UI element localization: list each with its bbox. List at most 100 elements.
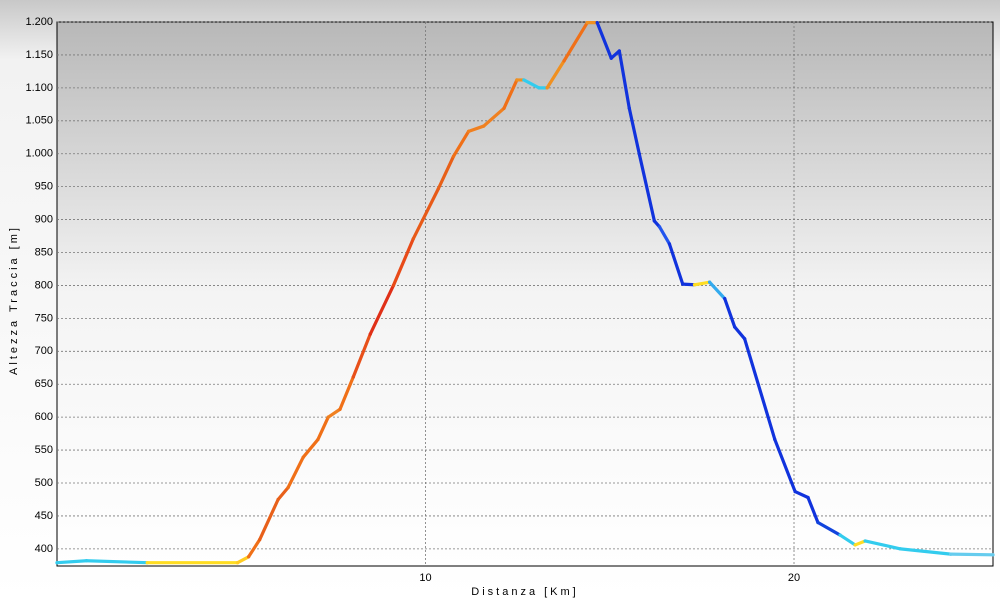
line-segment	[838, 533, 857, 547]
line-segment	[338, 375, 355, 411]
point	[585, 21, 589, 25]
line-segment	[502, 78, 519, 110]
line-segment	[617, 49, 631, 110]
point	[806, 495, 810, 500]
point	[391, 283, 396, 288]
point	[55, 561, 59, 565]
point	[838, 533, 842, 537]
line-segment	[773, 437, 797, 494]
line-segment	[436, 154, 456, 191]
point	[617, 49, 621, 53]
point	[316, 437, 320, 442]
point	[545, 86, 549, 90]
line-segment	[816, 520, 842, 537]
line-segment	[391, 237, 415, 288]
point	[467, 129, 471, 133]
y-tick-label: 1.050	[25, 115, 53, 127]
line-segment	[482, 106, 506, 128]
point	[692, 283, 697, 287]
point	[338, 407, 342, 411]
point	[853, 543, 857, 547]
y-tick-label: 950	[35, 181, 53, 193]
point	[863, 539, 867, 543]
line-segment	[316, 415, 330, 442]
point	[667, 242, 672, 246]
line-segment	[562, 21, 589, 63]
x-axis-title: Distanza [Km]	[471, 586, 578, 598]
line-segment	[276, 486, 290, 502]
point	[368, 332, 372, 336]
line-segment	[247, 538, 262, 559]
point	[145, 561, 149, 565]
line-segment	[258, 497, 280, 542]
point	[522, 78, 526, 82]
line-segment	[667, 242, 685, 286]
plot-area	[56, 21, 994, 567]
point	[235, 561, 240, 565]
line-segment	[286, 455, 305, 490]
line-segment	[84, 559, 149, 565]
point	[436, 187, 441, 191]
line-segment	[368, 283, 396, 336]
line-segment	[522, 78, 541, 90]
y-tick-label: 1.200	[25, 16, 53, 28]
point	[562, 59, 566, 63]
y-tick-label: 400	[35, 543, 53, 555]
line-segment	[723, 297, 737, 329]
y-axis-title: Altezza Traccia [m]	[8, 225, 20, 375]
x-tick-label: 20	[788, 572, 800, 584]
point	[708, 280, 712, 284]
point	[898, 547, 903, 551]
point	[84, 559, 89, 563]
y-tick-label: 700	[35, 345, 53, 357]
line-segment	[451, 129, 471, 158]
line-segment	[708, 280, 727, 301]
point	[949, 552, 953, 556]
line-segment	[627, 106, 641, 156]
line-segment	[545, 59, 566, 90]
point	[652, 219, 656, 223]
point	[657, 225, 662, 229]
point	[627, 106, 631, 110]
point	[301, 455, 305, 459]
point	[991, 553, 995, 557]
x-tick-label: 10	[419, 572, 431, 584]
point	[247, 555, 251, 559]
line-segment	[326, 407, 342, 419]
point	[286, 486, 290, 490]
line-segment	[853, 539, 867, 547]
line-segment	[595, 21, 613, 60]
line-segment	[351, 332, 372, 379]
point	[451, 154, 456, 158]
y-tick-label: 500	[35, 477, 53, 489]
point	[723, 297, 727, 301]
y-tick-label: 750	[35, 312, 53, 324]
y-tick-label: 600	[35, 411, 53, 423]
point	[637, 152, 641, 156]
point	[793, 489, 797, 494]
point	[326, 415, 330, 419]
point	[502, 106, 506, 110]
line-segment	[681, 282, 697, 287]
line-segment	[793, 489, 810, 500]
y-tick-label: 850	[35, 246, 53, 258]
line-segment	[898, 547, 953, 556]
line-segment	[637, 152, 656, 223]
line-segment	[411, 187, 441, 241]
line-segment	[467, 124, 486, 133]
line-segment	[733, 325, 747, 341]
point	[609, 56, 613, 60]
y-tick-label: 1.100	[25, 82, 53, 94]
point	[276, 497, 280, 502]
point	[681, 282, 685, 286]
y-tick-label: 1.150	[25, 49, 53, 61]
y-tick-label: 450	[35, 510, 53, 522]
y-tick-label: 1.000	[25, 148, 53, 160]
y-tick-label: 900	[35, 213, 53, 225]
line-segment	[55, 559, 89, 565]
line-segment	[949, 552, 995, 557]
y-tick-label: 800	[35, 279, 53, 291]
point	[733, 325, 737, 329]
line-segment	[235, 555, 251, 565]
